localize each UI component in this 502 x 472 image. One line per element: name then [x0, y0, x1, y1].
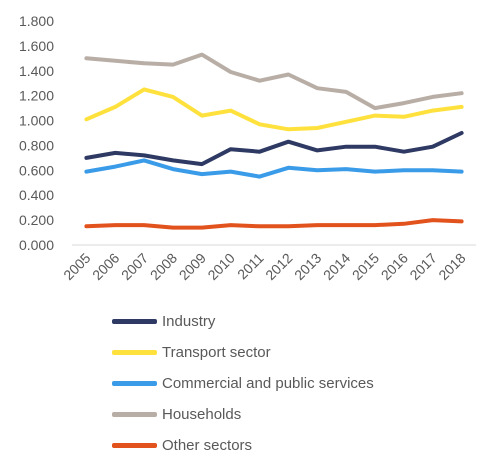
series-line-commercial-and-public-services: [84, 158, 464, 179]
x-tick-label: 2016: [378, 250, 411, 283]
legend: Industry Transport sector Commercial and p…: [112, 306, 472, 461]
x-tick-label: 2018: [435, 250, 468, 283]
x-tick-label: 2014: [320, 250, 353, 283]
legend-swatch: [112, 443, 157, 448]
x-tick-label: 2009: [176, 250, 209, 283]
legend-item: Industry: [112, 306, 472, 337]
legend-label: Households: [162, 406, 242, 423]
y-tick-label: 0.000: [19, 237, 54, 253]
y-axis-ticks: 0.000 0.200 0.400 0.600 0.800 1.000 1.200 1.400…: [19, 13, 54, 253]
legend-swatch: [112, 319, 157, 324]
y-tick-label: 1.000: [19, 113, 54, 129]
series-lines: [84, 52, 464, 230]
y-tick-label: 0.400: [19, 187, 54, 203]
legend-label: Transport sector: [162, 344, 271, 361]
legend-item: Other sectors: [112, 430, 472, 461]
legend-swatch: [112, 381, 157, 386]
x-tick-label: 2010: [204, 250, 237, 283]
legend-item: Households: [112, 399, 472, 430]
legend-item: Commercial and public services: [112, 368, 472, 399]
x-tick-label: 2006: [89, 250, 122, 283]
legend-label: Other sectors: [162, 437, 253, 454]
series-line-other-sectors: [84, 218, 464, 230]
y-tick-label: 1.400: [19, 63, 54, 79]
x-tick-label: 2011: [234, 250, 267, 283]
series-line-households: [84, 52, 464, 111]
legend-label: Commercial and public services: [162, 375, 374, 392]
legend-swatch: [112, 412, 157, 417]
x-tick-label: 2013: [291, 250, 324, 283]
legend-item: Transport sector: [112, 337, 472, 368]
x-tick-label: 2015: [349, 250, 382, 283]
y-tick-label: 0.600: [19, 162, 54, 178]
y-tick-label: 1.800: [19, 13, 54, 29]
legend-swatch: [112, 350, 157, 355]
legend-label: Industry: [162, 313, 216, 330]
x-tick-label: 2008: [147, 250, 180, 283]
x-tick-label: 2017: [406, 250, 439, 283]
x-axis-ticks: 2005200620072008200920102011201220132014…: [60, 250, 469, 283]
series-line-transport-sector: [84, 87, 464, 132]
x-tick-label: 2012: [262, 250, 295, 283]
series-line-industry: [84, 131, 464, 167]
x-tick-label: 2005: [60, 250, 93, 283]
y-tick-label: 0.200: [19, 212, 54, 228]
y-tick-label: 0.800: [19, 137, 54, 153]
y-tick-label: 1.600: [19, 38, 54, 54]
y-tick-label: 1.200: [19, 88, 54, 104]
x-tick-label: 2007: [118, 250, 151, 283]
